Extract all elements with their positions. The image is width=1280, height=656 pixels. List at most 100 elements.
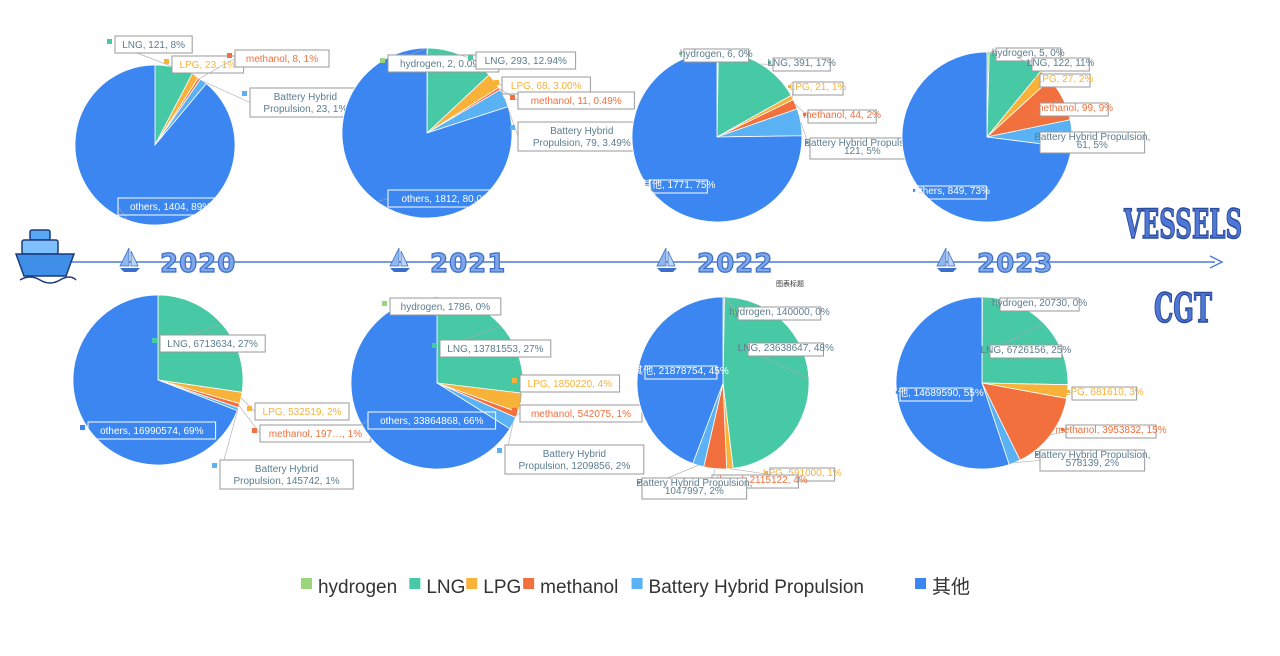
leader-line	[516, 413, 521, 416]
label-marker	[640, 369, 643, 372]
label-marker	[164, 59, 169, 64]
label-marker	[991, 51, 994, 54]
data-label: others, 16990574, 69%	[80, 421, 217, 440]
label-text: LPG, 591000, 1%	[763, 468, 842, 479]
legend-swatch	[300, 578, 312, 589]
label-box	[772, 57, 831, 72]
label-text: others, 849, 73%	[914, 186, 990, 197]
label-marker	[380, 193, 385, 198]
label-marker	[432, 343, 437, 348]
label-marker	[242, 91, 247, 96]
data-label: LNG, 13781553, 27%	[432, 325, 552, 358]
label-marker	[895, 391, 898, 394]
timeline: 2020 2021 2022 2023 VESSELS CGT	[14, 200, 1243, 333]
label-text: LPG, 532519, 2%	[263, 407, 342, 418]
leader-line	[917, 192, 924, 194]
label-text: others, 1812, 80.00%	[401, 194, 496, 205]
label-text: hydrogen, 20730, 0%	[992, 298, 1087, 309]
label-marker	[805, 141, 808, 144]
label-marker	[768, 61, 771, 64]
label-text: 其他, 1771, 75%	[642, 178, 715, 191]
label-box	[439, 339, 552, 358]
pie-vessels-2022: hydrogen, 6, 0% LNG, 391, 17% LPG, 21, 1% m…	[631, 48, 920, 223]
label-text: hydrogen, 6, 0%	[680, 49, 753, 60]
ship-icon	[14, 229, 77, 284]
label-box	[389, 297, 502, 316]
pie-vessels-2021: hydrogen, 2, 0.09%LNG, 293, 12.94% LPG, 6…	[341, 47, 647, 219]
label-box	[1039, 131, 1146, 154]
legend-label: LPG	[483, 577, 521, 598]
label-marker	[510, 95, 515, 100]
label-text: Battery Hybrid Propulsion, 145742, 1%	[234, 464, 340, 487]
legend-label: hydrogen	[318, 577, 397, 598]
data-label: methanol, 11, 0.49%	[499, 88, 635, 110]
row-title-cgt: CGT	[1154, 285, 1212, 332]
data-label: methanol, 197…, 1%	[238, 405, 372, 443]
label-box	[475, 51, 577, 70]
data-label: 其他, 21878754, 45%	[633, 364, 729, 380]
data-label: hydrogen, 1786, 0%	[382, 296, 502, 316]
data-label: LPG, 1850220, 4%	[512, 374, 621, 403]
pie-slice-others	[901, 51, 1072, 223]
pie-slice-methanol	[981, 382, 1068, 461]
data-label: Battery Hybrid Propulsion, 79, 3.49%	[504, 97, 647, 152]
label-marker	[152, 338, 157, 343]
label-marker	[80, 425, 85, 430]
sailboat-icon	[119, 247, 140, 272]
label-box	[1071, 386, 1138, 401]
label-marker	[679, 52, 682, 55]
label-text: LNG, 391, 17%	[767, 58, 835, 69]
label-box	[747, 342, 825, 357]
legend-swatch	[409, 578, 421, 589]
label-text: LPG, 27, 2%	[1037, 74, 1094, 85]
pie-charts: LNG, 121, 8% LPG, 23, 1% methanol, 8, 1% Ba…	[72, 35, 1167, 500]
data-label: hydrogen, 140000, 0%	[723, 296, 830, 321]
label-marker	[995, 301, 998, 304]
data-label: Battery Hybrid Propulsion, 61, 5%	[1034, 131, 1150, 154]
row-title-vessels: VESSELS	[1123, 201, 1242, 248]
label-marker	[247, 406, 252, 411]
data-label: Battery Hybrid Propulsion, 145742, 1%	[212, 409, 354, 490]
data-label: methanol, 542075, 1%	[512, 404, 643, 423]
label-box	[917, 185, 987, 200]
year-label: 2021	[430, 249, 506, 279]
leader-line	[1050, 431, 1067, 436]
sailboat-icon	[389, 247, 410, 272]
year-label: 2022	[697, 249, 773, 279]
label-box	[117, 197, 224, 216]
label-text: LPG, 68, 3.00%	[511, 81, 582, 92]
data-label: LNG, 6726156, 25%	[981, 322, 1071, 359]
label-marker	[788, 85, 791, 88]
label-text: LNG, 23638647, 48%	[738, 343, 834, 354]
label-box	[683, 48, 750, 63]
label-marker	[913, 189, 916, 192]
leader-line	[649, 186, 658, 198]
label-marker	[1061, 428, 1064, 431]
data-label: LPG, 532519, 2%	[240, 397, 350, 421]
label-box	[114, 35, 193, 54]
data-label: methanol, 3953832, 15%	[1050, 424, 1167, 439]
data-label: LPG, 27, 2%	[1035, 73, 1094, 88]
label-box	[249, 87, 362, 118]
label-marker	[803, 113, 806, 116]
data-label: methanol, 99, 9%	[1035, 98, 1113, 117]
label-box	[234, 49, 330, 68]
sailboat-icon	[936, 247, 957, 272]
data-label: LPG, 21, 1%	[788, 81, 847, 98]
label-text: LPG, 21, 1%	[790, 82, 847, 93]
label-box	[517, 91, 635, 110]
label-text: Battery Hybrid Propulsion, 61, 5%	[1034, 132, 1150, 151]
label-text: methanol, 2115122, 4%	[703, 475, 808, 486]
label-marker	[743, 346, 746, 349]
label-text: hydrogen, 5, 0%	[992, 48, 1065, 59]
label-marker	[510, 125, 515, 130]
label-box	[649, 179, 708, 194]
label-text: methanol, 197…, 1%	[269, 429, 362, 440]
data-label: Battery Hybrid Propulsion, 1209856, 2%	[497, 423, 645, 475]
label-text: 其他, 14689590, 55%	[888, 386, 984, 399]
label-box	[254, 402, 350, 421]
label-box	[1039, 102, 1109, 117]
label-box	[519, 374, 621, 393]
legend-swatch	[915, 578, 927, 589]
data-label: methanol, 8, 1%	[199, 49, 330, 79]
